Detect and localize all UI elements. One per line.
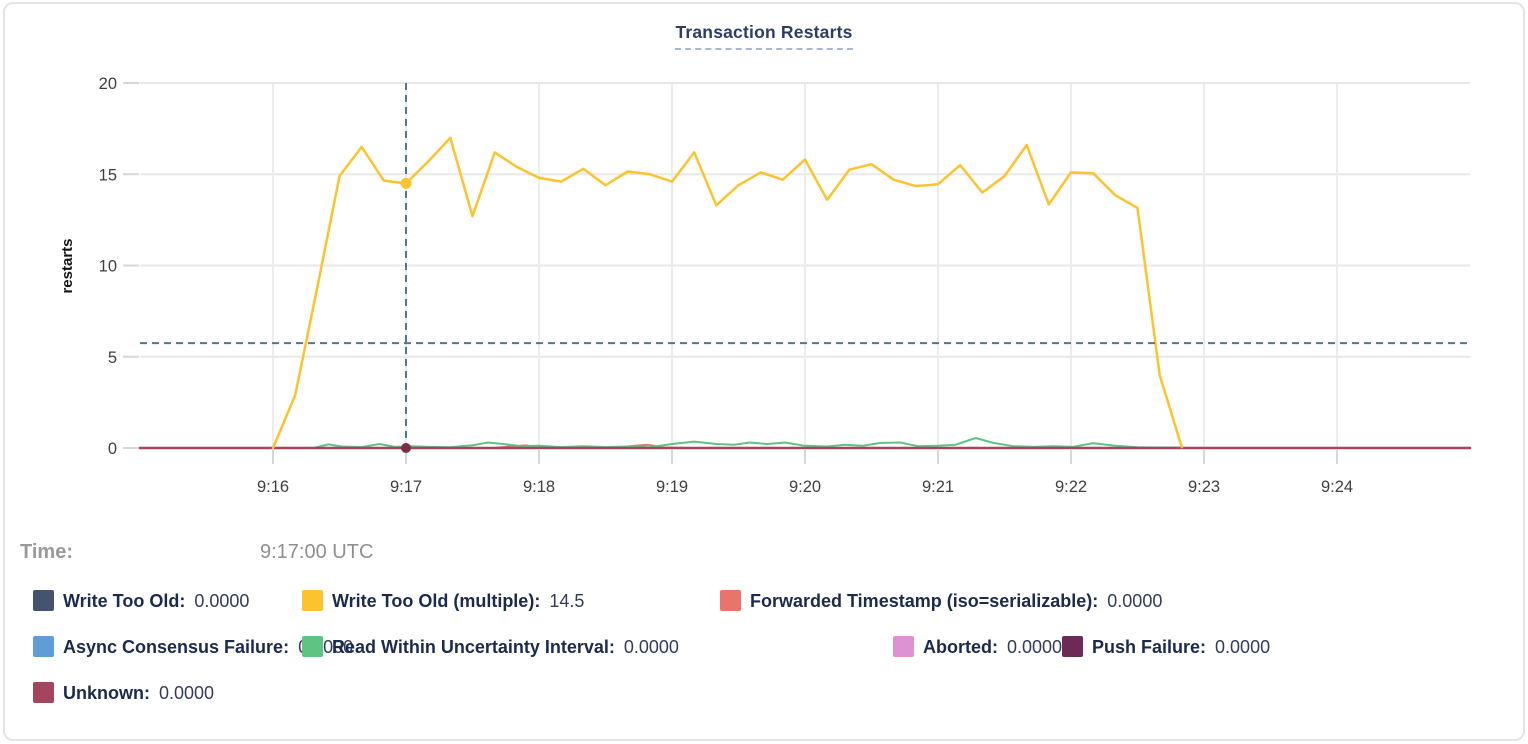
legend-item: Write Too Old: 0.0000 — [33, 590, 249, 612]
y-tick-label: 0 — [108, 440, 117, 458]
legend-item: Aborted: 0.0000 — [893, 636, 1062, 658]
legend-swatch — [302, 636, 323, 657]
legend-swatch — [893, 636, 914, 657]
legend-item: Unknown: 0.0000 — [33, 682, 214, 704]
legend-swatch — [33, 682, 54, 703]
x-tick-label: 9:20 — [789, 478, 821, 496]
x-tick-label: 9:24 — [1321, 478, 1353, 496]
y-tick-label: 5 — [108, 349, 117, 367]
x-tick-label: 9:18 — [523, 478, 555, 496]
hover-dot — [400, 177, 412, 189]
legend-swatch — [1062, 636, 1083, 657]
x-tick-label: 9:19 — [656, 478, 688, 496]
x-tick-label: 9:21 — [922, 478, 954, 496]
legend-value: 0.0000 — [159, 683, 215, 703]
axis-tick-labels: 0 5 10 15 20 9:16 9:17 9:18 9:19 9:20 9:21 9:22 9:23… — [99, 75, 1353, 496]
x-gridlines — [272, 83, 1338, 464]
y-tick-label: 20 — [99, 75, 117, 93]
legend-swatch — [33, 590, 54, 611]
legend-swatch — [302, 590, 323, 611]
legend-value: 0.0000 — [1007, 637, 1063, 657]
y-tick-label: 10 — [99, 258, 117, 276]
legend-label: Push Failure: — [1092, 637, 1207, 657]
legend-label: Write Too Old (multiple): — [332, 591, 541, 611]
legend-value: 0.0000 — [1107, 591, 1163, 611]
legend-label: Forwarded Timestamp (iso=serializable): — [750, 591, 1099, 611]
time-value: 9:17:00 UTC — [260, 541, 374, 563]
y-tick-label: 15 — [99, 166, 117, 184]
chart-title-wrap: Transaction Restarts — [0, 22, 1528, 50]
x-tick-label: 9:16 — [257, 478, 289, 496]
series-line — [314, 437, 1183, 449]
hover-dot — [401, 443, 411, 453]
y-axis-title: restarts — [59, 238, 76, 293]
x-tick-label: 9:22 — [1055, 478, 1087, 496]
y-gridlines — [123, 82, 1470, 449]
series-line — [271, 136, 1184, 450]
legend-item: Read Within Uncertainty Interval: 0.0000 — [302, 636, 679, 658]
legend-value: 0.0000 — [1215, 637, 1271, 657]
time-label: Time: — [20, 541, 73, 563]
hover-crosshair — [140, 83, 1470, 453]
chart-title[interactable]: Transaction Restarts — [675, 22, 853, 50]
legend-value: 14.5 — [549, 591, 585, 611]
legend-label: Aborted: — [923, 637, 998, 657]
legend-swatch — [33, 636, 54, 657]
legend-item: Forwarded Timestamp (iso=serializable): 0… — [720, 590, 1162, 612]
legend-item: Push Failure: 0.0000 — [1062, 636, 1270, 658]
x-tick-label: 9:17 — [390, 478, 422, 496]
legend-label: Unknown: — [63, 683, 150, 703]
x-tick-label: 9:23 — [1188, 478, 1220, 496]
legend-value: 0.0000 — [623, 637, 679, 657]
legend-value: 0.0000 — [194, 591, 250, 611]
series-lines — [138, 136, 1472, 450]
legend-label: Async Consensus Failure: — [63, 637, 290, 657]
legend-swatch — [720, 590, 741, 611]
legend-label: Read Within Uncertainty Interval: — [332, 637, 615, 657]
legend-item: Write Too Old (multiple): 14.5 — [302, 590, 584, 612]
legend-label: Write Too Old: — [63, 591, 186, 611]
transaction-restarts-chart[interactable]: 0 5 10 15 20 9:16 9:17 9:18 9:19 9:20 9:21 9:22 9:23… — [0, 0, 1528, 530]
